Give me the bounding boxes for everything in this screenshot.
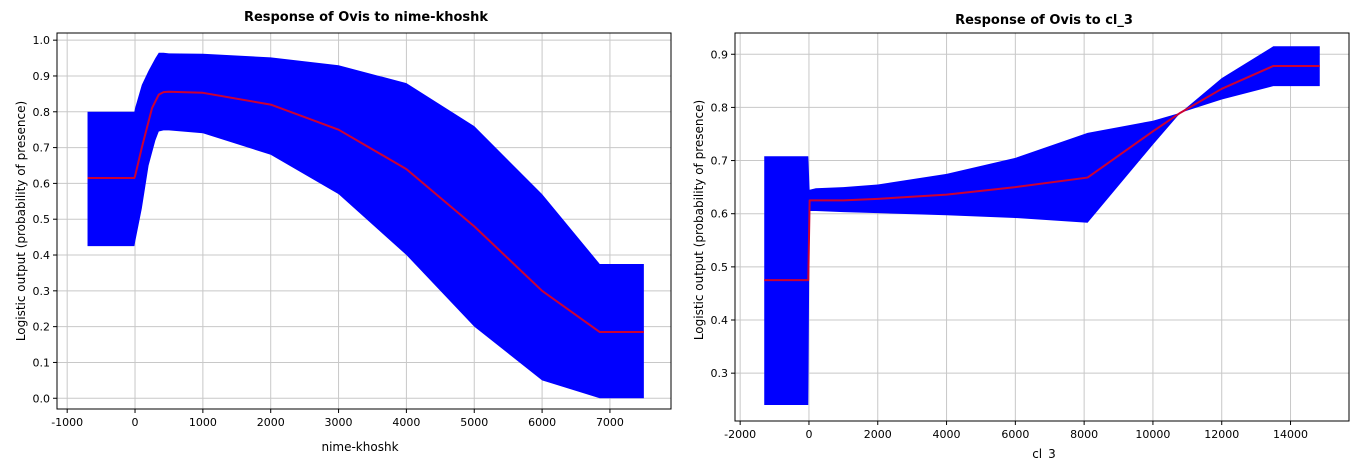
chart-title: Response of Ovis to nime-khoshk	[244, 10, 488, 25]
mean-response-line	[764, 64, 1320, 282]
confidence-band	[87, 52, 644, 399]
y-tick-label-6: 0.6	[33, 177, 51, 190]
x-tick-label-3: 4000	[933, 428, 961, 441]
y-tick-label-1: 0.1	[33, 356, 51, 369]
x-tick-label-2: 2000	[864, 428, 892, 441]
chart-title: Response of Ovis to cl_3	[955, 13, 1133, 28]
y-tick-label-1: 0.4	[711, 314, 729, 327]
x-tick-label-7: 6000	[528, 416, 556, 429]
confidence-band	[764, 46, 1320, 406]
x-tick-label-6: 10000	[1135, 428, 1170, 441]
mean-response-line	[87, 90, 644, 334]
x-tick-label-1: 0	[132, 416, 139, 429]
y-tick-label-0: 0.3	[711, 367, 729, 380]
y-axis-label: Logistic output (probability of presence…	[692, 100, 706, 340]
y-tick-label-4: 0.7	[711, 155, 729, 168]
y-tick-label-10: 1.0	[33, 34, 51, 47]
y-tick-label-9: 0.9	[33, 70, 51, 83]
y-tick-label-2: 0.2	[33, 321, 51, 334]
x-tick-label-8: 14000	[1273, 428, 1308, 441]
y-tick-label-6: 0.9	[711, 48, 729, 61]
plot-area	[735, 33, 1349, 421]
plot-frame	[734, 32, 1350, 422]
x-tick-label-1: 0	[805, 428, 812, 441]
x-tick-label-4: 3000	[325, 416, 353, 429]
x-tick-label-5: 4000	[392, 416, 420, 429]
x-tick-label-0: -2000	[724, 428, 756, 441]
x-tick-label-0: -1000	[51, 416, 83, 429]
chart-panel-nime-khoshk: 0.0 0.1 0.2 0.3 0.4 0.5 0.6 0.7 0.8 0.9 1.0 -1000 0 1…	[0, 0, 672, 459]
y-tick-label-5: 0.8	[711, 101, 729, 114]
x-tick-label-6: 5000	[460, 416, 488, 429]
x-tick-label-2: 1000	[189, 416, 217, 429]
y-axis-label: Logistic output (probability of presence…	[14, 101, 28, 341]
y-tick-label-5: 0.5	[33, 213, 51, 226]
x-axis-label: cl_3	[1032, 447, 1056, 459]
y-tick-label-7: 0.7	[33, 142, 51, 155]
x-tick-label-8: 7000	[596, 416, 624, 429]
chart-nime-khoshk: 0.0 0.1 0.2 0.3 0.4 0.5 0.6 0.7 0.8 0.9 1.0 -1000 0 1…	[14, 10, 672, 454]
chart-cl3: 0.3 0.4 0.5 0.6 0.7 0.8 0.9 -2000 0 2000 4000 6000 8…	[692, 13, 1350, 461]
y-tick-label-2: 0.5	[711, 261, 729, 274]
x-axis-label: nime-khoshk	[321, 440, 398, 454]
y-tick-label-0: 0.0	[33, 392, 51, 405]
chart-panel-cl3: 0.3 0.4 0.5 0.6 0.7 0.8 0.9 -2000 0 2000 4000 6000 8…	[678, 0, 1350, 461]
y-tick-label-3: 0.3	[33, 285, 51, 298]
x-tick-label-5: 8000	[1070, 428, 1098, 441]
x-tick-label-7: 12000	[1204, 428, 1239, 441]
x-tick-label-4: 6000	[1001, 428, 1029, 441]
plot-frame	[56, 32, 672, 410]
y-tick-label-8: 0.8	[33, 106, 51, 119]
x-tick-label-3: 2000	[257, 416, 285, 429]
y-tick-label-4: 0.4	[33, 249, 51, 262]
y-tick-label-3: 0.6	[711, 208, 729, 221]
